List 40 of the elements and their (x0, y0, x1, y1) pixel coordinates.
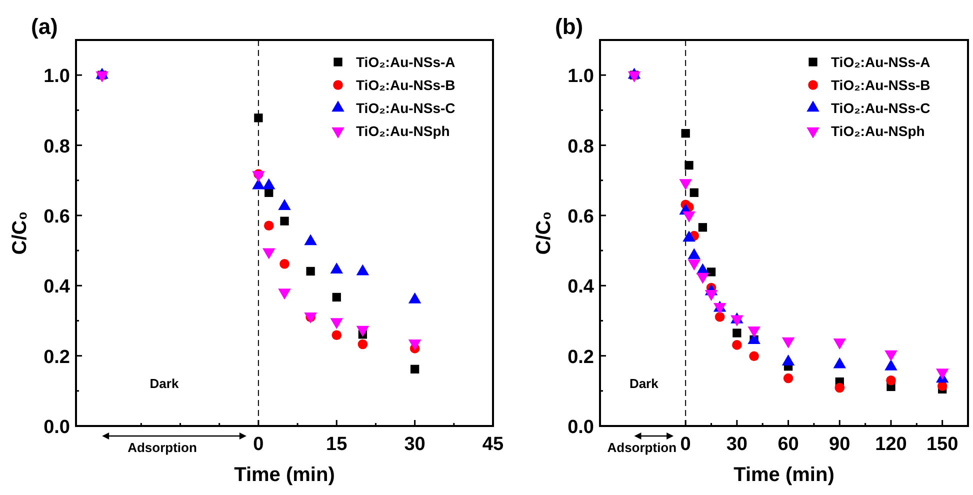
y-tick-label: 0.0 (44, 417, 70, 438)
x-tick-label: 30 (726, 434, 748, 455)
y-tick-label: 0.0 (568, 417, 594, 438)
y-tick-label: 0.6 (44, 206, 70, 228)
legend-label: TiO₂:Au-NSs-A (831, 54, 930, 70)
x-tick-label: 150 (926, 434, 958, 455)
x-tick-label: 120 (875, 434, 907, 455)
y-tick-label: 0.2 (568, 346, 594, 368)
x-tick-label: 0 (680, 434, 691, 455)
legend-label: TiO₂:Au-NSs-B (831, 77, 930, 93)
x-axis-title: Time (min) (734, 464, 834, 486)
x-axis-title: Time (min) (234, 464, 335, 486)
text: Adsorption (128, 440, 197, 455)
x-tick-label: 30 (404, 434, 426, 455)
legend-label: TiO₂:Au-NSs-B (356, 77, 456, 93)
x-tick-label: 0 (253, 434, 264, 455)
y-axis-title: C/C₀ (9, 211, 31, 255)
y-tick-label: 1.0 (568, 66, 594, 88)
y-tick-label: 0.4 (568, 276, 594, 298)
y-tick-label: 0.4 (44, 276, 70, 298)
chart-title: (b) (555, 14, 584, 39)
x-tick-label: 45 (482, 434, 504, 455)
y-tick-label: 0.2 (44, 346, 70, 368)
y-tick-label: 0.6 (568, 206, 594, 228)
x-tick-label: 15 (326, 434, 348, 455)
x-tick-label: 60 (778, 434, 799, 455)
annotation: Dark (629, 376, 660, 391)
legend-label: TiO₂:Au-NSph (356, 123, 450, 139)
chart-title: (a) (31, 14, 58, 39)
legend-label: TiO₂:Au-NSs-C (356, 100, 456, 116)
y-tick-label: 0.8 (568, 136, 594, 158)
text: Adsorption (607, 440, 677, 455)
y-axis-title: C/C₀ (533, 211, 555, 255)
y-tick-label: 1.0 (44, 66, 70, 88)
annotation: Dark (150, 376, 180, 391)
x-tick-label: 90 (829, 434, 850, 455)
y-tick-label: 0.8 (44, 136, 70, 158)
legend-label: TiO₂:Au-NSs-C (831, 100, 930, 116)
legend-label: TiO₂:Au-NSph (831, 123, 925, 139)
legend-label: TiO₂:Au-NSs-A (356, 54, 456, 70)
